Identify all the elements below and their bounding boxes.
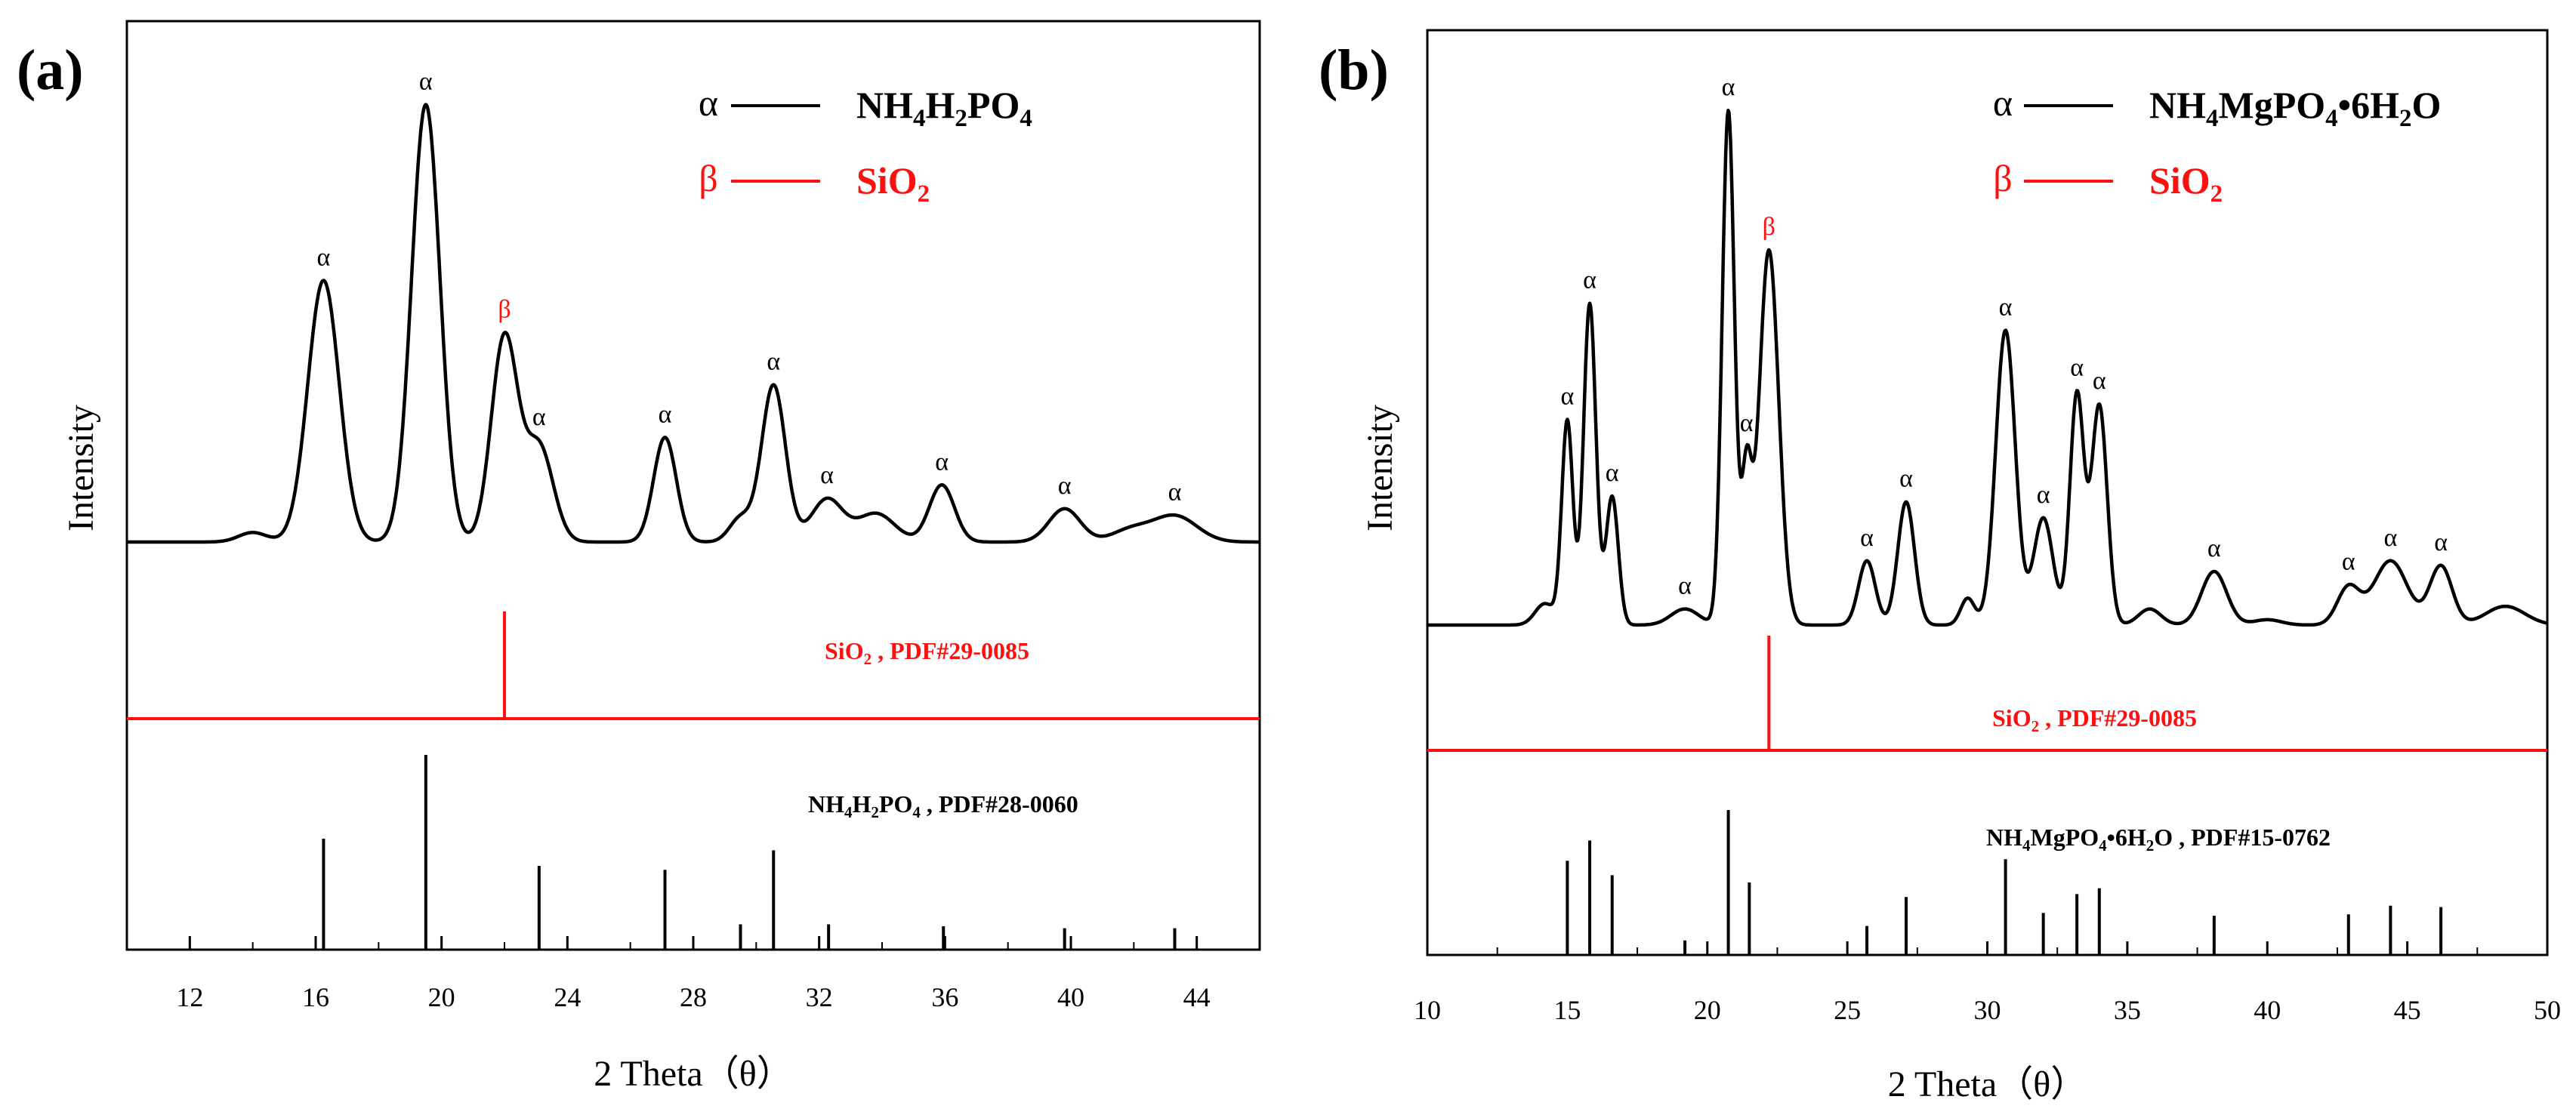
- peak-annotation: β: [1763, 213, 1775, 241]
- peak-annotation: α: [1722, 73, 1735, 101]
- x-axis-label: 2 Theta（θ）: [1888, 1064, 2087, 1104]
- peak-annotation: α: [1740, 409, 1754, 437]
- legend-symbol: β: [1993, 157, 2012, 199]
- peak-annotation: α: [1606, 459, 1619, 487]
- legend: α NH4H2PO4 β SiO2: [699, 82, 1032, 208]
- legend-label: NH4MgPO4•6H2O: [2149, 84, 2441, 132]
- peak-annotation: α: [1678, 572, 1692, 600]
- peak-annotation: α: [2037, 481, 2050, 509]
- panel-label: (a): [17, 38, 84, 102]
- peak-annotation: α: [2434, 528, 2448, 556]
- peak-annotation: α: [2383, 524, 2397, 552]
- x-tick-label: 28: [680, 982, 707, 1012]
- peak-annotation: α: [1899, 465, 1913, 493]
- peak-annotation: α: [1999, 293, 2013, 321]
- x-tick-label: 16: [302, 982, 329, 1012]
- peak-annotation: α: [935, 448, 949, 476]
- reference-label: SiO2 , PDF#29-0085: [1992, 704, 2197, 735]
- x-tick-label: 24: [554, 982, 581, 1012]
- x-tick-label: 40: [2254, 995, 2281, 1025]
- x-axis-label: 2 Theta（θ）: [594, 1054, 792, 1094]
- peak-annotation: α: [820, 461, 834, 489]
- reference-label: NH4H2PO4 , PDF#28-0060: [808, 790, 1078, 821]
- x-tick-label: 45: [2394, 995, 2421, 1025]
- x-tick-label: 32: [806, 982, 833, 1012]
- y-axis-label: Intensity: [1360, 405, 1400, 531]
- peak-annotation: α: [2342, 548, 2355, 576]
- peak-annotation: α: [1058, 472, 1072, 500]
- x-tick-label: 36: [931, 982, 958, 1012]
- reference-label: NH4MgPO4•6H2O , PDF#15-0762: [1986, 824, 2331, 855]
- x-tick-label: 15: [1553, 995, 1581, 1025]
- legend-label: SiO2: [856, 159, 930, 208]
- xrd-pattern-line: [1426, 108, 2549, 627]
- peak-annotation: α: [767, 348, 780, 376]
- peak-annotation: α: [2207, 534, 2221, 562]
- peak-annotation: α: [1560, 383, 1574, 411]
- legend-label: SiO2: [2149, 159, 2223, 208]
- x-tick-label: 30: [1974, 995, 2001, 1025]
- legend: α NH4MgPO4•6H2O β SiO2: [1993, 82, 2442, 208]
- x-tick-label: 20: [1694, 995, 1721, 1025]
- x-tick-label: 50: [2534, 995, 2561, 1025]
- peak-annotation: α: [1860, 524, 1874, 552]
- peak-annotation: β: [498, 296, 511, 324]
- peak-annotation: α: [2070, 353, 2084, 381]
- x-tick-label: 20: [428, 982, 455, 1012]
- xrd-pattern-line: [125, 103, 1261, 544]
- panel-a: 12 16 20 24 28 32 36 40 44 2 Theta（θ） Intensity (a)…: [17, 20, 1261, 1094]
- legend-symbol: β: [699, 157, 717, 199]
- legend-symbol: α: [1993, 82, 2013, 124]
- peak-annotation: α: [1168, 478, 1182, 506]
- x-tick-label: 40: [1057, 982, 1084, 1012]
- legend-symbol: α: [699, 82, 718, 124]
- peak-annotation: α: [2093, 367, 2106, 395]
- x-tick-label: 44: [1183, 982, 1211, 1012]
- peak-annotation: α: [1583, 266, 1597, 294]
- peak-annotation: α: [532, 403, 546, 431]
- reference-label: SiO2 , PDF#29-0085: [825, 637, 1029, 668]
- peak-annotation: α: [419, 67, 433, 95]
- x-tick-label: 10: [1414, 995, 1441, 1025]
- y-axis-label: Intensity: [61, 405, 101, 531]
- legend-label: NH4H2PO4: [856, 84, 1032, 132]
- peak-annotation: α: [317, 243, 331, 271]
- panel-b: 10 15 20 25 30 35 40 45 50 2 Theta（θ） Intensity (b)…: [1319, 29, 2561, 1104]
- peak-annotation: α: [659, 400, 672, 428]
- panel-label: (b): [1319, 38, 1389, 102]
- x-tick-label: 25: [1834, 995, 1861, 1025]
- x-tick-label: 12: [176, 982, 203, 1012]
- x-tick-label: 35: [2114, 995, 2141, 1025]
